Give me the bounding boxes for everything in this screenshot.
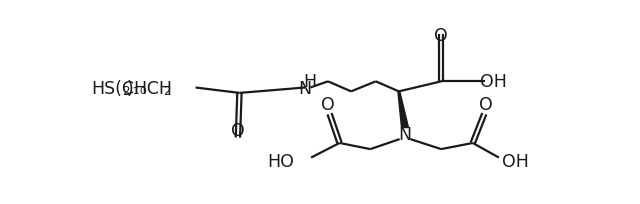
Text: 2: 2 (163, 85, 171, 98)
Text: 2: 2 (122, 85, 130, 98)
Text: N: N (399, 125, 412, 143)
Text: )₁₀CH: )₁₀CH (127, 79, 173, 97)
Text: O: O (479, 96, 493, 114)
Text: O: O (231, 121, 244, 139)
Text: OH: OH (480, 73, 507, 91)
Text: HO: HO (268, 152, 294, 170)
Text: O: O (321, 96, 335, 114)
Text: H: H (304, 72, 317, 90)
Text: OH: OH (502, 152, 529, 170)
Text: HS(CH: HS(CH (91, 79, 147, 97)
Text: O: O (435, 27, 448, 45)
Polygon shape (398, 92, 408, 128)
Text: N: N (298, 79, 312, 97)
